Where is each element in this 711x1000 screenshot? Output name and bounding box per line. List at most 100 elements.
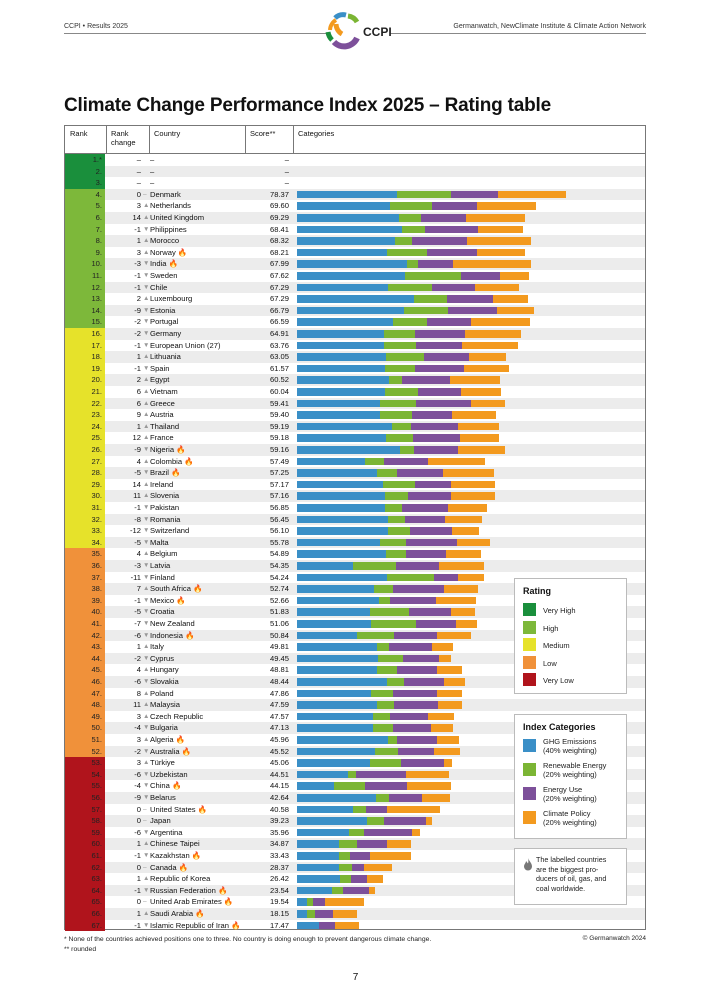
bar-eu: [403, 654, 439, 663]
rating-label-high: High: [543, 624, 559, 633]
category-bars: [297, 353, 577, 361]
score-cell: 35.96: [269, 827, 289, 837]
no-change-icon: –: [143, 190, 147, 198]
score-cell: 68.21: [269, 247, 289, 257]
table-row: 15. -2 ▼ Portugal 66.59: [65, 316, 645, 328]
bar-cp: [439, 562, 484, 570]
rank-change-cell: 0: [136, 897, 141, 907]
down-arrow-icon: ▼: [143, 573, 150, 581]
rank-change-cell: -9: [134, 305, 141, 315]
rank-change-cell: 3: [136, 758, 141, 768]
bar-cp: [471, 318, 530, 326]
bar-cp: [436, 596, 476, 605]
bar-cp: [475, 283, 519, 292]
rank-cell: 22.: [65, 397, 105, 410]
score-cell: 54.35: [269, 561, 289, 570]
score-cell: 50.84: [269, 630, 289, 640]
table-row: 49. 3 ▲ Czech Republic 47.57: [65, 710, 645, 723]
category-bars: [297, 759, 577, 767]
rank-change-cell: -1: [134, 503, 141, 512]
bar-ghg: [297, 399, 380, 408]
bar-ghg: [297, 910, 307, 918]
down-arrow-icon: ▼: [143, 886, 150, 894]
up-arrow-icon: ▲: [143, 840, 150, 848]
score-cell: 26.42: [269, 874, 289, 884]
category-bars: [297, 550, 577, 558]
rank-cell: 13.: [65, 293, 105, 305]
country-cell: Vietnam: [150, 387, 178, 396]
bar-cp: [431, 724, 453, 732]
bar-eu: [410, 527, 452, 535]
category-bars: [297, 283, 577, 292]
country-cell: Denmark: [150, 189, 181, 199]
table-row: 47. 8 ▲ Poland 47.86: [65, 687, 645, 700]
category-bars: [297, 225, 577, 234]
rank-cell: 54.: [65, 768, 105, 781]
bar-eu: [393, 689, 437, 698]
country-cell: Ireland: [150, 479, 174, 489]
bar-eu: [396, 562, 439, 570]
rank-cell: 48.: [65, 699, 105, 711]
rank-cell: 45.: [65, 664, 105, 676]
bar-ghg: [297, 736, 388, 744]
bar-ghg: [297, 492, 385, 500]
rank-cell: 41.: [65, 618, 105, 630]
country-cell: Canada 🔥: [150, 862, 189, 872]
bar-cp: [478, 225, 523, 234]
score-cell: 19.54: [269, 897, 289, 907]
ccpi-logo-icon: CCPI: [325, 12, 392, 50]
bar-re: [370, 608, 409, 616]
bar-re: [380, 399, 416, 408]
bar-cp: [451, 492, 495, 500]
bar-eu: [408, 492, 451, 500]
table-row: 3. – – –: [65, 177, 645, 189]
score-cell: 33.43: [269, 851, 289, 860]
country-cell: Czech Republic: [150, 711, 204, 721]
bar-re: [378, 654, 403, 663]
category-bars: [297, 515, 577, 524]
bar-ghg: [297, 875, 340, 883]
score-cell: 69.29: [269, 213, 289, 222]
country-cell: Thailand: [150, 421, 180, 431]
score-cell: 47.57: [269, 711, 289, 721]
rank-change-cell: -5: [134, 537, 141, 547]
bar-cp: [444, 678, 465, 686]
down-arrow-icon: ▼: [143, 504, 150, 511]
down-arrow-icon: ▼: [143, 446, 150, 453]
col-header-rank: Rank: [65, 126, 106, 154]
rank-change-cell: -2: [134, 329, 141, 338]
rank-change-cell: -1: [134, 271, 141, 280]
bar-cp: [364, 863, 392, 872]
score-cell: –: [284, 166, 289, 176]
category-bars: [297, 248, 577, 257]
category-bars: [297, 747, 577, 756]
swatch-very-high: [523, 603, 536, 616]
category-bars: [297, 364, 577, 373]
bar-ghg: [297, 654, 378, 663]
bar-re: [385, 504, 402, 512]
no-change-icon: –: [143, 805, 147, 813]
rank-cell: 12.: [65, 281, 105, 294]
up-arrow-icon: ▲: [143, 457, 150, 465]
bar-ghg: [297, 805, 353, 814]
bar-ghg: [297, 550, 386, 558]
country-cell: –: [150, 178, 155, 188]
bar-cp: [432, 643, 453, 651]
category-bars: [297, 585, 577, 593]
bar-ghg: [297, 631, 357, 640]
bar-ghg: [297, 678, 387, 686]
bar-re: [385, 364, 415, 373]
bar-eu: [424, 353, 469, 361]
country-cell: Nigeria 🔥: [150, 445, 186, 454]
country-cell: Algeria 🔥: [150, 735, 186, 744]
category-bars: [297, 666, 577, 674]
rank-cell: 19.: [65, 362, 105, 375]
country-cell: Switzerland: [150, 526, 190, 536]
no-change-icon: –: [143, 863, 147, 871]
rank-cell: 2.: [65, 165, 105, 178]
up-arrow-icon: ▲: [143, 701, 150, 709]
bar-cp: [456, 620, 477, 628]
table-row: 44. -2 ▼ Cyprus 49.45: [65, 652, 645, 665]
down-arrow-icon: ▼: [143, 782, 150, 790]
country-cell: Slovenia: [150, 491, 180, 501]
